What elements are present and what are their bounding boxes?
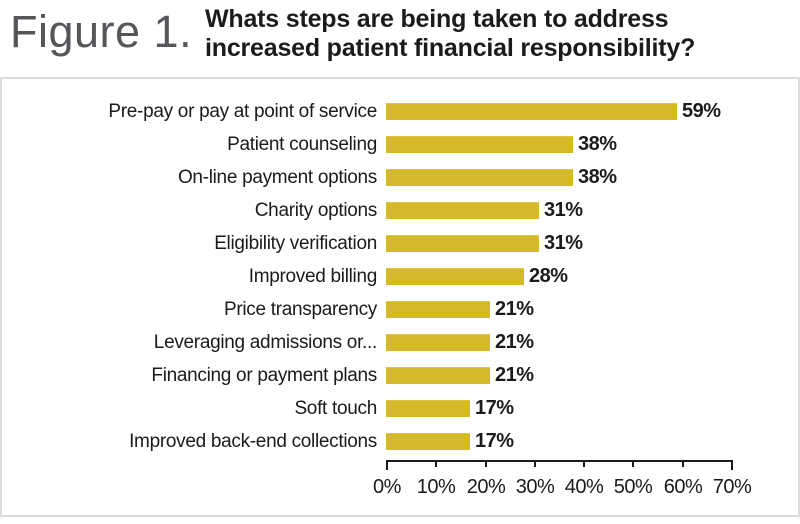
axis-tick <box>435 462 437 467</box>
category-label: Financing or payment plans <box>151 364 377 386</box>
bar-row: Eligibility verification 31% <box>2 227 798 260</box>
category-label: On-line payment options <box>177 166 377 188</box>
figure-title: Whats steps are being taken to address i… <box>205 5 696 63</box>
axis-tick-label: 50% <box>613 476 653 498</box>
axis-tick <box>485 462 487 467</box>
bar-row: Price transparency 21% <box>2 293 798 326</box>
x-axis: 0% 10% 20% 30% 40% 50% 60% 70% <box>373 460 752 510</box>
axis-tick-label: 60% <box>663 476 703 498</box>
axis-tick-label: 10% <box>416 476 456 498</box>
value-label: 28% <box>529 265 568 287</box>
bar <box>386 202 539 219</box>
value-label: 31% <box>544 199 583 221</box>
axis-tick <box>583 462 585 467</box>
category-label: Eligibility verification <box>214 232 377 254</box>
value-label: 38% <box>578 133 617 155</box>
bar-rows: Pre-pay or pay at point of service 59% Pat… <box>2 95 798 458</box>
axis-tick <box>534 462 536 467</box>
bar <box>386 433 470 450</box>
bar <box>386 235 539 252</box>
category-label: Price transparency <box>223 298 377 320</box>
value-label: 21% <box>495 364 534 386</box>
category-label: Leveraging admissions or... <box>153 331 378 353</box>
category-label: Pre-pay or pay at point of service <box>108 100 377 122</box>
axis-tick <box>731 462 733 470</box>
bar-row: Financing or payment plans 21% <box>2 359 798 392</box>
chart-frame: Pre-pay or pay at point of service 59% Pat… <box>0 77 800 517</box>
bar <box>386 169 573 186</box>
bar-row: Improved billing 28% <box>2 260 798 293</box>
axis-tick-label: 20% <box>466 476 506 498</box>
category-label: Improved billing <box>248 265 378 287</box>
value-label: 17% <box>475 397 514 419</box>
bar-row: On-line payment options 38% <box>2 161 798 194</box>
category-label: Improved back-end collections <box>129 430 377 452</box>
bar-row: Patient counseling 38% <box>2 128 798 161</box>
axis-tick-label: 40% <box>564 476 604 498</box>
figure-label: Figure 1. <box>10 6 193 57</box>
bar <box>386 367 490 384</box>
category-label: Soft touch <box>294 397 377 419</box>
value-label: 38% <box>578 166 617 188</box>
axis-tick-label: 0% <box>373 476 401 498</box>
axis-tick <box>682 462 684 467</box>
axis-tick <box>632 462 634 467</box>
bar-row: Pre-pay or pay at point of service 59% <box>2 95 798 128</box>
bar-row: Charity options 31% <box>2 194 798 227</box>
bar <box>386 136 573 153</box>
bar <box>386 334 490 351</box>
category-label: Charity options <box>254 199 378 221</box>
category-label: Patient counseling <box>227 133 377 155</box>
axis-tick <box>386 462 388 470</box>
axis-tick-label: 30% <box>515 476 555 498</box>
bar <box>386 268 524 285</box>
value-label: 21% <box>495 298 534 320</box>
value-label: 21% <box>495 331 534 353</box>
bar <box>386 103 677 120</box>
bar-row: Soft touch 17% <box>2 392 798 425</box>
value-label: 17% <box>475 430 514 452</box>
value-label: 31% <box>544 232 583 254</box>
bar <box>386 301 490 318</box>
value-label: 59% <box>682 100 721 122</box>
bar-row: Leveraging admissions or... 21% <box>2 326 798 359</box>
bar-row: Improved back-end collections 17% <box>2 425 798 458</box>
x-axis-line <box>386 460 733 462</box>
bar <box>386 400 470 417</box>
axis-tick-label: 70% <box>712 476 752 498</box>
